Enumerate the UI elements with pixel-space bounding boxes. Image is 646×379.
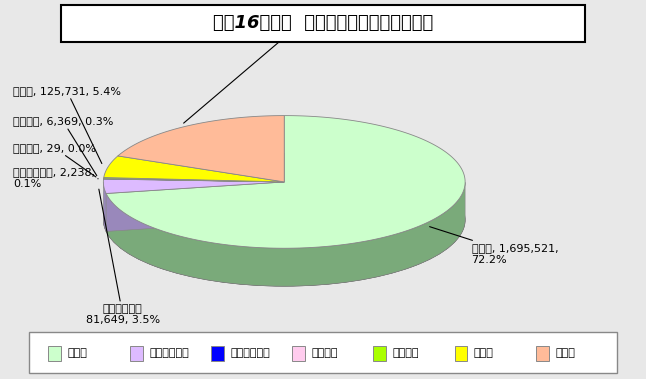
Polygon shape — [106, 182, 284, 231]
Polygon shape — [106, 182, 284, 231]
FancyBboxPatch shape — [536, 346, 548, 361]
Text: 簡易排水, 29, 0.0%: 簡易排水, 29, 0.0% — [13, 143, 96, 177]
Text: 下水道, 1,695,521,
72.2%: 下水道, 1,695,521, 72.2% — [430, 227, 558, 265]
Text: 下水道: 下水道 — [68, 348, 88, 358]
Text: 平成16年度末  汚水処理人口普及率の内訳: 平成16年度末 汚水処理人口普及率の内訳 — [213, 14, 433, 32]
Polygon shape — [103, 179, 284, 193]
FancyBboxPatch shape — [373, 346, 386, 361]
Polygon shape — [103, 177, 284, 182]
Polygon shape — [106, 116, 465, 248]
FancyBboxPatch shape — [61, 5, 585, 42]
Text: 浄化槽: 浄化槽 — [474, 348, 494, 358]
Text: 未処理, 436,433,
18.6%: 未処理, 436,433, 18.6% — [183, 16, 335, 123]
Polygon shape — [104, 156, 284, 182]
Text: コミプラ: コミプラ — [393, 348, 419, 358]
Polygon shape — [103, 182, 106, 231]
Ellipse shape — [103, 153, 465, 286]
Text: 漁業集落排水, 2,238,
0.1%: 漁業集落排水, 2,238, 0.1% — [13, 168, 98, 189]
Polygon shape — [103, 179, 284, 182]
Text: 農業集落排水
81,649, 3.5%: 農業集落排水 81,649, 3.5% — [86, 189, 160, 325]
Text: 簡易排水: 簡易排水 — [311, 348, 338, 358]
Polygon shape — [118, 116, 284, 182]
FancyBboxPatch shape — [292, 346, 305, 361]
Polygon shape — [106, 182, 465, 286]
Text: 未処理: 未処理 — [555, 348, 575, 358]
Text: 漁業集落排水: 漁業集落排水 — [230, 348, 270, 358]
FancyBboxPatch shape — [455, 346, 468, 361]
Polygon shape — [103, 179, 284, 182]
Text: 浄化槽, 125,731, 5.4%: 浄化槽, 125,731, 5.4% — [13, 86, 121, 163]
FancyBboxPatch shape — [29, 332, 617, 373]
Text: コミプラ, 6,369, 0.3%: コミプラ, 6,369, 0.3% — [13, 116, 113, 175]
Text: 農業集落排水: 農業集落排水 — [149, 348, 189, 358]
FancyBboxPatch shape — [130, 346, 143, 361]
FancyBboxPatch shape — [48, 346, 61, 361]
FancyBboxPatch shape — [211, 346, 224, 361]
